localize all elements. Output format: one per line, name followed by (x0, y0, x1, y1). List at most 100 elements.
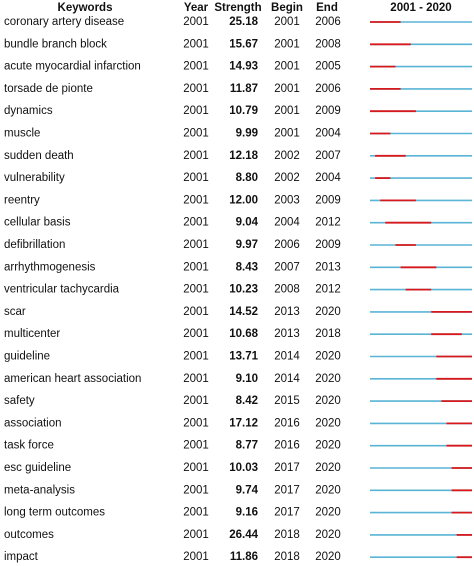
keyword: outcomes (4, 529, 54, 541)
end: 2006 (315, 83, 341, 95)
keyword: acute myocardial infarction (4, 61, 141, 73)
begin: 2015 (274, 395, 300, 407)
year: 2001 (183, 150, 209, 162)
begin: 2001 (274, 16, 300, 28)
end: 2020 (315, 484, 341, 496)
strength: 14.52 (229, 306, 258, 318)
keyword: multicenter (4, 328, 60, 340)
begin: 2001 (274, 105, 300, 117)
strength: 11.87 (230, 83, 258, 95)
end: 2020 (315, 551, 341, 563)
keyword: sudden death (4, 150, 74, 162)
begin: 2016 (274, 417, 300, 429)
strength: 8.43 (236, 261, 258, 273)
strength: 11.86 (230, 551, 258, 563)
header-begin: Begin (271, 2, 303, 14)
end: 2020 (315, 395, 341, 407)
strength: 9.74 (236, 484, 259, 496)
year: 2001 (183, 351, 209, 363)
keyword: esc guideline (4, 462, 71, 474)
strength: 10.03 (229, 462, 258, 474)
keyword: meta-analysis (4, 484, 75, 496)
begin: 2001 (274, 61, 300, 73)
end: 2018 (315, 328, 341, 340)
end: 2020 (315, 507, 341, 519)
begin: 2001 (274, 83, 300, 95)
year: 2001 (183, 217, 209, 229)
strength: 10.23 (229, 284, 258, 296)
end: 2020 (315, 351, 341, 363)
year: 2001 (183, 551, 209, 563)
strength: 8.42 (236, 395, 258, 407)
end: 2013 (315, 261, 341, 273)
keyword: dynamics (4, 105, 53, 117)
begin: 2013 (274, 328, 300, 340)
year: 2001 (183, 417, 209, 429)
year: 2001 (183, 128, 209, 140)
end: 2020 (315, 373, 341, 385)
year: 2001 (183, 529, 209, 541)
end: 2008 (315, 38, 341, 50)
end: 2012 (315, 217, 341, 229)
end: 2020 (315, 440, 341, 452)
begin: 2008 (274, 284, 300, 296)
header-strength: Strength (214, 2, 261, 14)
begin: 2017 (274, 507, 300, 519)
keyword: cellular basis (4, 217, 71, 229)
keyword: american heart association (4, 373, 141, 385)
year: 2001 (183, 306, 209, 318)
keyword: ventricular tachycardia (4, 284, 120, 296)
begin: 2006 (274, 239, 300, 251)
strength: 10.79 (229, 105, 258, 117)
begin: 2017 (274, 484, 300, 496)
keyword: arrhythmogenesis (4, 261, 96, 273)
header-year: Year (184, 2, 209, 14)
year: 2001 (183, 61, 209, 73)
strength: 14.93 (229, 61, 258, 73)
keyword: defibrillation (4, 239, 65, 251)
keyword: guideline (4, 351, 50, 363)
strength: 17.12 (229, 417, 258, 429)
strength: 26.44 (229, 529, 258, 541)
end: 2020 (315, 462, 341, 474)
year: 2001 (183, 239, 209, 251)
begin: 2002 (274, 172, 300, 184)
strength: 9.97 (236, 239, 258, 251)
begin: 2013 (274, 306, 300, 318)
end: 2006 (315, 16, 341, 28)
header-end: End (316, 2, 338, 14)
year: 2001 (183, 172, 209, 184)
strength: 8.80 (236, 172, 258, 184)
keyword: reentry (4, 194, 40, 206)
keyword: task force (4, 440, 54, 452)
begin: 2007 (274, 261, 300, 273)
begin: 2002 (274, 150, 300, 162)
keyword: long term outcomes (4, 507, 105, 519)
end: 2005 (315, 61, 341, 73)
end: 2020 (315, 417, 341, 429)
keyword: torsade de pionte (4, 83, 93, 95)
end: 2009 (315, 239, 341, 251)
year: 2001 (183, 38, 209, 50)
strength: 12.00 (229, 194, 258, 206)
keyword: safety (4, 395, 35, 407)
strength: 10.68 (229, 328, 258, 340)
year: 2001 (183, 507, 209, 519)
begin: 2001 (274, 128, 300, 140)
year: 2001 (183, 194, 209, 206)
year: 2001 (183, 440, 209, 452)
year: 2001 (183, 484, 209, 496)
begin: 2018 (274, 551, 300, 563)
begin: 2018 (274, 529, 300, 541)
header-keywords: Keywords (58, 2, 113, 14)
keyword: bundle branch block (4, 38, 107, 50)
end: 2020 (315, 306, 341, 318)
begin: 2017 (274, 462, 300, 474)
strength: 9.99 (236, 128, 258, 140)
end: 2004 (315, 128, 341, 140)
begin: 2003 (274, 194, 300, 206)
strength: 9.04 (236, 217, 259, 229)
begin: 2014 (274, 373, 300, 385)
end: 2009 (315, 194, 341, 206)
